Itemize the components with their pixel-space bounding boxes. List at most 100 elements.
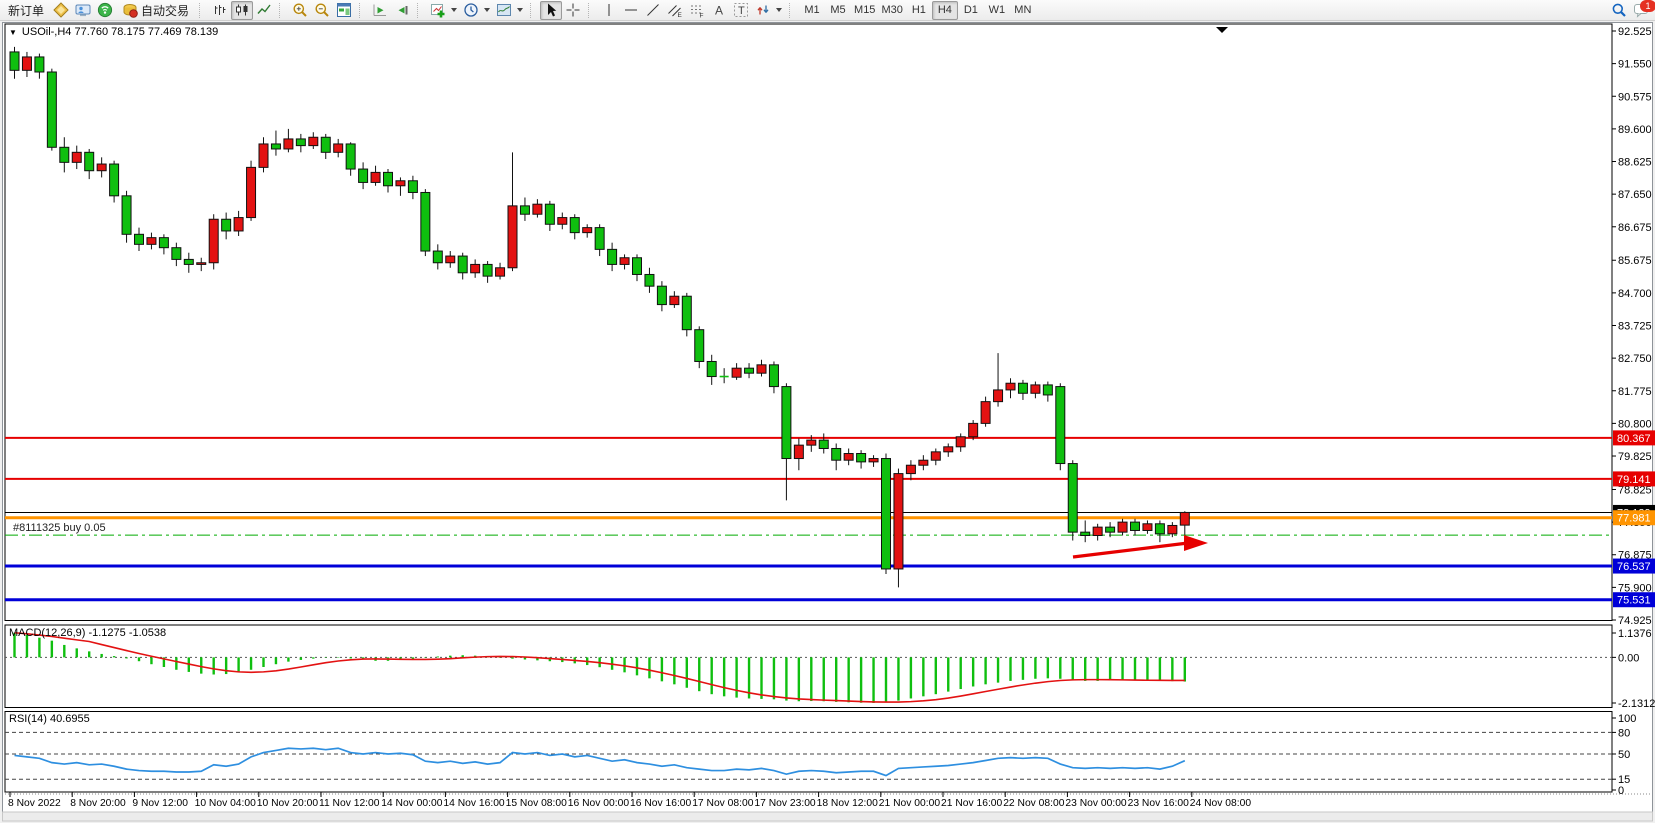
- candle-body: [943, 446, 954, 453]
- symbol-title-bar: ▼ USOil-,H4 77.760 78.175 77.469 78.139: [9, 26, 218, 38]
- toolbar-separator: [279, 2, 285, 18]
- horizontal-line-button[interactable]: [620, 1, 642, 20]
- svg-text:T: T: [738, 5, 745, 17]
- toolbar-separator: [789, 2, 795, 18]
- timeframe-w1-button[interactable]: W1: [988, 4, 1006, 16]
- rsi-indicator-label: RSI(14) 40.6955: [9, 713, 90, 725]
- timeframe-m15-button[interactable]: M15: [854, 4, 876, 16]
- chart-line-button[interactable]: [253, 1, 275, 20]
- time-tick-label: 10 Nov 20:00: [257, 798, 319, 809]
- chart-bars-button[interactable]: [209, 1, 231, 20]
- macd-tick-label: -2.1312: [1618, 698, 1655, 710]
- auto-scroll-button[interactable]: [369, 1, 391, 20]
- candle-body: [632, 257, 642, 275]
- chevron-down-icon: ▼: [9, 27, 17, 37]
- candle-body: [1154, 523, 1165, 535]
- chevron-down-icon: [776, 8, 783, 12]
- price-tick-label: 86.675: [1618, 222, 1652, 234]
- time-tick-label: 18 Nov 12:00: [817, 798, 879, 809]
- trend-arrow-head[interactable]: [1184, 535, 1208, 551]
- text-button[interactable]: A: [708, 1, 730, 20]
- fibonacci-button[interactable]: F: [686, 1, 708, 20]
- vertical-line-button[interactable]: [598, 1, 620, 20]
- timeframe-m1-button[interactable]: M1: [804, 4, 820, 16]
- candle-body: [768, 364, 779, 388]
- chart-shift-button[interactable]: [391, 1, 413, 20]
- equidistant-channel-button[interactable]: E: [664, 1, 686, 20]
- candle-body: [1092, 526, 1103, 536]
- candle-body: [1080, 531, 1091, 536]
- candle-body: [432, 250, 443, 264]
- candle-body: [320, 136, 331, 153]
- candle-body: [582, 227, 593, 234]
- candle-body: [283, 138, 294, 150]
- candle-body: [171, 247, 182, 260]
- chart-shift-marker[interactable]: [1216, 27, 1228, 33]
- indicators-dropdown[interactable]: [427, 1, 460, 20]
- arrows-dropdown[interactable]: [752, 1, 785, 20]
- templates-dropdown[interactable]: [493, 1, 526, 20]
- price-tick-label: 81.775: [1618, 386, 1652, 398]
- price-badge: [1613, 471, 1655, 487]
- candle-body: [868, 458, 879, 463]
- candle-body: [1130, 521, 1140, 531]
- zoom-out-button[interactable]: [311, 1, 333, 20]
- candle-body: [1167, 524, 1178, 535]
- search-icon[interactable]: [1608, 1, 1630, 20]
- zoom-in-button[interactable]: [289, 1, 311, 20]
- candle-body: [183, 258, 194, 265]
- trendline-button[interactable]: [642, 1, 664, 20]
- price-tick-label: 91.550: [1618, 59, 1652, 71]
- candle-body: [146, 237, 157, 245]
- candle-body: [96, 163, 107, 172]
- candle-body: [495, 267, 506, 277]
- rsi-tick-label: 50: [1618, 749, 1630, 761]
- candle-body: [333, 143, 344, 153]
- time-tick-label: 17 Nov 23:00: [754, 798, 816, 809]
- candle-body: [793, 444, 804, 460]
- macd-tick-label: 0.00: [1618, 652, 1639, 664]
- macd-panel[interactable]: [4, 624, 1613, 708]
- price-badge: [1613, 510, 1655, 526]
- candle-body: [706, 360, 717, 378]
- timeframe-m30-button[interactable]: M30: [881, 4, 903, 16]
- candle-body: [246, 166, 257, 219]
- text-label-button[interactable]: T: [730, 1, 752, 20]
- chevron-down-icon: [451, 8, 458, 12]
- price-badge-label: 75.531: [1617, 595, 1651, 607]
- autotrading-button[interactable]: 自动交易: [116, 1, 195, 20]
- time-tick-label: 21 Nov 00:00: [879, 798, 941, 809]
- candle-body: [59, 146, 70, 163]
- timeframe-d1-button[interactable]: D1: [963, 4, 978, 16]
- candle-body: [681, 295, 692, 331]
- cursor-button[interactable]: [540, 0, 563, 20]
- market-watch-icon[interactable]: [50, 1, 72, 20]
- candle-body: [1030, 384, 1041, 394]
- candle-body: [532, 203, 543, 215]
- timeframe-m5-button[interactable]: M5: [830, 4, 846, 16]
- tile-windows-button[interactable]: [333, 1, 355, 20]
- price-badge-label: 80.367: [1617, 433, 1651, 445]
- time-tick-label: 9 Nov 12:00: [132, 798, 188, 809]
- new-order-button[interactable]: 新订单: [8, 3, 45, 18]
- rsi-line: [14, 747, 1186, 777]
- timeframe-mn-button[interactable]: MN: [1014, 4, 1032, 16]
- notifications-icon[interactable]: 1: [1630, 0, 1655, 20]
- price-badge-label: 76.537: [1617, 561, 1651, 573]
- chart-candles-button[interactable]: [231, 0, 254, 20]
- price-badge: [1613, 558, 1655, 574]
- trend-arrow-line[interactable]: [1072, 541, 1189, 559]
- timeframe-h1-button[interactable]: H1: [911, 4, 926, 16]
- crosshair-button[interactable]: [562, 1, 584, 20]
- rsi-panel[interactable]: [4, 711, 1613, 793]
- periods-dropdown[interactable]: [460, 1, 493, 20]
- candle-body: [806, 439, 817, 446]
- terminal-window-icon[interactable]: [72, 1, 94, 20]
- macd-signal-line: [14, 631, 1185, 703]
- timeframe-h4-button[interactable]: H4: [931, 0, 958, 20]
- signal-icon[interactable]: [94, 1, 116, 20]
- candle-body: [893, 473, 904, 570]
- main-chart-panel[interactable]: [4, 23, 1613, 621]
- candle-body: [669, 295, 680, 306]
